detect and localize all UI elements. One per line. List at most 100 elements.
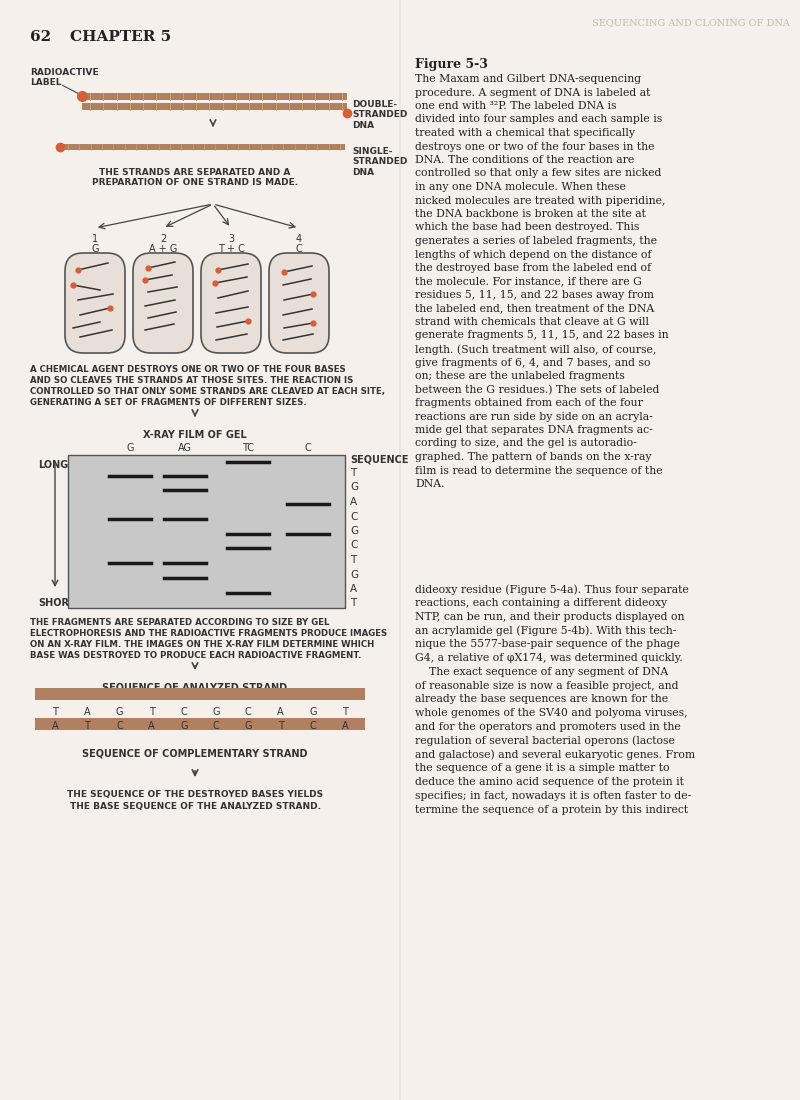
Text: and for the operators and promoters used in the: and for the operators and promoters used… (415, 722, 681, 732)
Text: C: C (213, 720, 219, 732)
FancyBboxPatch shape (133, 253, 193, 353)
Text: procedure. A segment of DNA is labeled at: procedure. A segment of DNA is labeled a… (415, 88, 650, 98)
Text: ELECTROPHORESIS AND THE RADIOACTIVE FRAGMENTS PRODUCE IMAGES: ELECTROPHORESIS AND THE RADIOACTIVE FRAG… (30, 629, 387, 638)
Text: The Maxam and Gilbert DNA-sequencing: The Maxam and Gilbert DNA-sequencing (415, 74, 641, 84)
Text: the molecule. For instance, if there are G: the molecule. For instance, if there are… (415, 276, 642, 286)
Text: fragments obtained from each of the four: fragments obtained from each of the four (415, 398, 643, 408)
Text: T: T (350, 468, 356, 478)
Bar (35, 688, 365, 700)
Text: GENERATING A SET OF FRAGMENTS OF DIFFERENT SIZES.: GENERATING A SET OF FRAGMENTS OF DIFFERE… (30, 398, 306, 407)
Text: SEQUENCE: SEQUENCE (350, 455, 409, 465)
Text: G: G (126, 443, 134, 453)
Text: G: G (309, 707, 317, 717)
Text: DNA.: DNA. (415, 478, 445, 490)
Bar (82, 94, 347, 100)
Text: lengths of which depend on the distance of: lengths of which depend on the distance … (415, 250, 651, 260)
Text: the DNA backbone is broken at the site at: the DNA backbone is broken at the site a… (415, 209, 646, 219)
Text: SEQUENCING AND CLONING OF DNA: SEQUENCING AND CLONING OF DNA (592, 18, 790, 28)
Text: CHAPTER 5: CHAPTER 5 (70, 30, 171, 44)
Text: 4: 4 (296, 234, 302, 244)
FancyBboxPatch shape (201, 253, 261, 353)
Text: the destroyed base from the labeled end of: the destroyed base from the labeled end … (415, 263, 651, 273)
Text: generates a series of labeled fragments, the: generates a series of labeled fragments,… (415, 236, 657, 246)
Text: G: G (180, 720, 188, 732)
Text: A: A (350, 497, 357, 507)
Text: T: T (278, 720, 283, 732)
Text: A: A (52, 720, 58, 732)
Text: controlled so that only a few sites are nicked: controlled so that only a few sites are … (415, 168, 662, 178)
Text: SEQUENCE OF COMPLEMENTARY STRAND: SEQUENCE OF COMPLEMENTARY STRAND (82, 748, 308, 758)
Bar (35, 718, 365, 730)
Text: T: T (149, 707, 154, 717)
Text: specifies; in fact, nowadays it is often faster to de-: specifies; in fact, nowadays it is often… (415, 791, 691, 801)
Text: C: C (350, 512, 358, 521)
Text: THE STRANDS ARE SEPARATED AND A
PREPARATION OF ONE STRAND IS MADE.: THE STRANDS ARE SEPARATED AND A PREPARAT… (92, 168, 298, 187)
Bar (68, 455, 345, 608)
Text: AND SO CLEAVES THE STRANDS AT THOSE SITES. THE REACTION IS: AND SO CLEAVES THE STRANDS AT THOSE SITE… (30, 376, 354, 385)
Text: already the base sequences are known for the: already the base sequences are known for… (415, 694, 668, 704)
Text: 62: 62 (30, 30, 51, 44)
Text: give fragments of 6, 4, and 7 bases, and so: give fragments of 6, 4, and 7 bases, and… (415, 358, 650, 367)
Text: NTP, can be run, and their products displayed on: NTP, can be run, and their products disp… (415, 612, 685, 621)
Text: C: C (181, 707, 187, 717)
Text: one end with ³²P. The labeled DNA is: one end with ³²P. The labeled DNA is (415, 101, 617, 111)
Text: regulation of several bacterial operons (lactose: regulation of several bacterial operons … (415, 736, 675, 747)
Text: 2: 2 (160, 234, 166, 244)
Text: T: T (84, 720, 90, 732)
Text: generate fragments 5, 11, 15, and 22 bases in: generate fragments 5, 11, 15, and 22 bas… (415, 330, 669, 341)
Text: A: A (148, 720, 155, 732)
Text: which the base had been destroyed. This: which the base had been destroyed. This (415, 222, 639, 232)
Text: LABEL: LABEL (30, 78, 62, 87)
Text: The exact sequence of any segment of DNA: The exact sequence of any segment of DNA (415, 667, 668, 676)
Text: nique the 5577-base-pair sequence of the phage: nique the 5577-base-pair sequence of the… (415, 639, 680, 649)
Text: T: T (342, 707, 348, 717)
Text: C: C (350, 540, 358, 550)
Text: THE BASE SEQUENCE OF THE ANALYZED STRAND.: THE BASE SEQUENCE OF THE ANALYZED STRAND… (70, 802, 321, 811)
Text: X-RAY FILM OF GEL: X-RAY FILM OF GEL (143, 430, 247, 440)
Text: G: G (350, 570, 358, 580)
Text: strand with chemicals that cleave at G will: strand with chemicals that cleave at G w… (415, 317, 649, 327)
Text: residues 5, 11, 15, and 22 bases away from: residues 5, 11, 15, and 22 bases away fr… (415, 290, 654, 300)
Text: between the G residues.) The sets of labeled: between the G residues.) The sets of lab… (415, 385, 659, 395)
Text: termine the sequence of a protein by this indirect: termine the sequence of a protein by thi… (415, 805, 688, 815)
FancyBboxPatch shape (269, 253, 329, 353)
Text: treated with a chemical that specifically: treated with a chemical that specificall… (415, 128, 635, 138)
Text: SEQUENCE OF ANALYZED STRAND: SEQUENCE OF ANALYZED STRAND (102, 682, 287, 692)
Text: C: C (305, 443, 311, 453)
Text: 3: 3 (228, 234, 234, 244)
Text: G: G (91, 244, 98, 254)
Text: G4, a relative of φX174, was determined quickly.: G4, a relative of φX174, was determined … (415, 653, 682, 663)
Text: TC: TC (242, 443, 254, 453)
Text: A: A (278, 707, 284, 717)
Text: C: C (116, 720, 123, 732)
Text: mide gel that separates DNA fragments ac-: mide gel that separates DNA fragments ac… (415, 425, 653, 435)
Text: CONTROLLED SO THAT ONLY SOME STRANDS ARE CLEAVED AT EACH SITE,: CONTROLLED SO THAT ONLY SOME STRANDS ARE… (30, 387, 385, 396)
Text: A CHEMICAL AGENT DESTROYS ONE OR TWO OF THE FOUR BASES: A CHEMICAL AGENT DESTROYS ONE OR TWO OF … (30, 365, 346, 374)
Text: A + G: A + G (149, 244, 177, 254)
Text: AG: AG (178, 443, 192, 453)
Text: reactions, each containing a different dideoxy: reactions, each containing a different d… (415, 597, 667, 608)
FancyBboxPatch shape (65, 253, 125, 353)
Text: deduce the amino acid sequence of the protein it: deduce the amino acid sequence of the pr… (415, 778, 684, 788)
Text: on; these are the unlabeled fragments: on; these are the unlabeled fragments (415, 371, 625, 381)
Text: G: G (350, 483, 358, 493)
Text: graphed. The pattern of bands on the x-ray: graphed. The pattern of bands on the x-r… (415, 452, 651, 462)
Text: nicked molecules are treated with piperidine,: nicked molecules are treated with piperi… (415, 196, 666, 206)
Bar (60, 144, 345, 150)
Text: T + C: T + C (218, 244, 245, 254)
Text: reactions are run side by side on an acryla-: reactions are run side by side on an acr… (415, 411, 653, 421)
Text: G: G (212, 707, 220, 717)
Text: G: G (350, 526, 358, 536)
Text: C: C (310, 720, 316, 732)
Text: whole genomes of the SV40 and polyoma viruses,: whole genomes of the SV40 and polyoma vi… (415, 708, 688, 718)
Text: dideoxy residue (Figure 5-4a). Thus four separate: dideoxy residue (Figure 5-4a). Thus four… (415, 584, 689, 595)
Text: T: T (350, 598, 356, 608)
Text: divided into four samples and each sample is: divided into four samples and each sampl… (415, 114, 662, 124)
Text: A: A (342, 720, 348, 732)
Text: SHORTER: SHORTER (38, 598, 90, 608)
Text: and galactose) and several eukaryotic genes. From: and galactose) and several eukaryotic ge… (415, 749, 695, 760)
Text: the labeled end, then treatment of the DNA: the labeled end, then treatment of the D… (415, 304, 654, 313)
Text: A: A (350, 584, 357, 594)
Text: G: G (245, 720, 252, 732)
Bar (82, 103, 347, 110)
